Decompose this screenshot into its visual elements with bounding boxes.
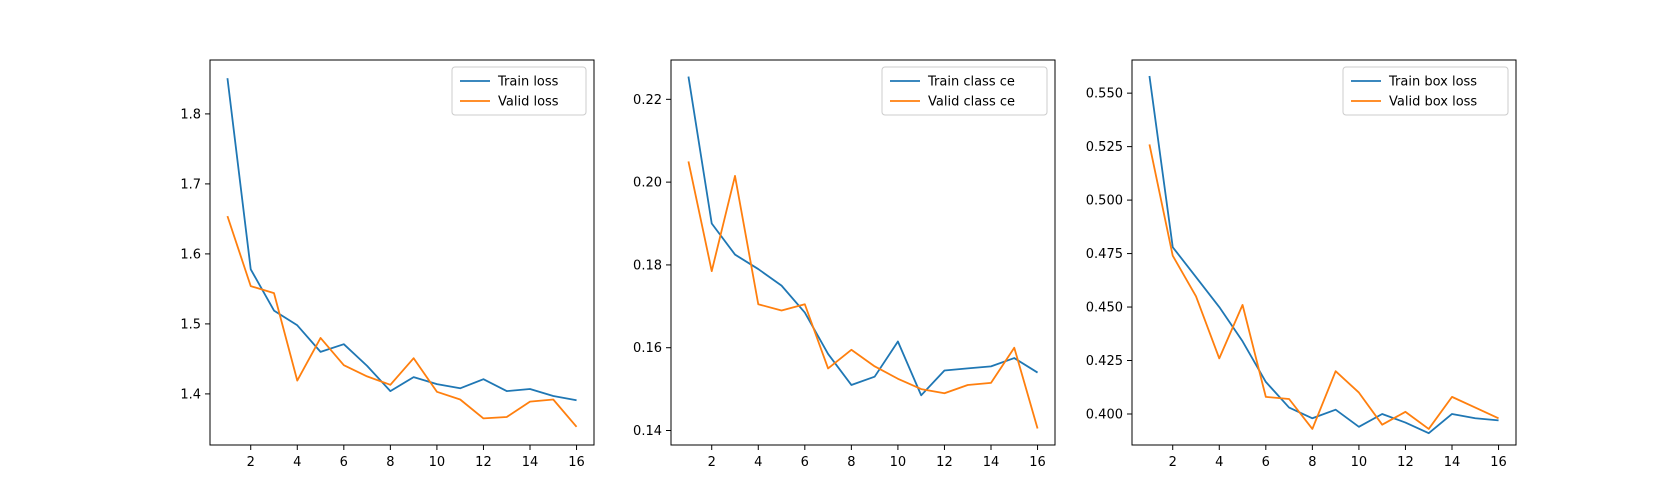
x-tick-label: 10 xyxy=(1351,455,1368,470)
y-tick-label: 0.475 xyxy=(1086,247,1123,262)
legend-box xyxy=(1342,66,1509,116)
legend-box xyxy=(451,66,587,116)
x-tick-label: 14 xyxy=(522,455,539,470)
y-tick-label: 1.7 xyxy=(180,177,201,192)
x-tick-label: 8 xyxy=(847,455,855,470)
x-tick-label: 8 xyxy=(1308,455,1316,470)
legend: Train box loss Valid box loss xyxy=(1342,66,1509,116)
legend-label: Train loss xyxy=(497,75,559,90)
axes-frame xyxy=(209,59,595,446)
x-tick-label: 16 xyxy=(568,455,585,470)
y-tick-label: 0.525 xyxy=(1086,140,1123,155)
chart-3: 2 4 6 8 10 12 14 16 0.400 0.425 0.450 0.475 0.500 0.5… xyxy=(1086,59,1517,470)
y-tick-label: 1.4 xyxy=(180,387,201,402)
y-tick-label: 0.450 xyxy=(1086,301,1123,316)
x-tick-label: 12 xyxy=(475,455,492,470)
series-line-2 xyxy=(1148,144,1499,430)
y-tick-label: 0.18 xyxy=(633,258,662,273)
y-tick-label: 0.400 xyxy=(1086,407,1123,422)
x-tick-label: 2 xyxy=(247,455,255,470)
x-tick-label: 14 xyxy=(983,455,1000,470)
x-tick-label: 6 xyxy=(801,455,809,470)
x-tick-label: 10 xyxy=(890,455,907,470)
chart-1: 2 4 6 8 10 12 14 16 1.4 1.5 1.6 1.7 1.8 Train loss Val… xyxy=(180,59,595,470)
y-tick-label: 0.14 xyxy=(633,424,662,439)
legend: Train class ce Valid class ce xyxy=(881,66,1048,116)
series-line-2 xyxy=(226,215,578,428)
x-tick-label: 4 xyxy=(1215,455,1223,470)
legend: Train loss Valid loss xyxy=(451,66,587,116)
x-tick-label: 16 xyxy=(1490,455,1507,470)
x-tick-label: 8 xyxy=(386,455,394,470)
axes-frame xyxy=(1131,59,1517,446)
x-tick-label: 4 xyxy=(293,455,301,470)
legend-label: Valid box loss xyxy=(1389,95,1477,110)
x-tick-label: 14 xyxy=(1444,455,1461,470)
series-line-2 xyxy=(687,161,1039,429)
x-tick-label: 10 xyxy=(429,455,446,470)
y-tick-label: 0.550 xyxy=(1086,87,1123,102)
y-tick-label: 0.500 xyxy=(1086,194,1123,209)
x-tick-label: 16 xyxy=(1029,455,1046,470)
legend-label: Valid class ce xyxy=(928,95,1015,110)
x-tick-label: 2 xyxy=(1169,455,1177,470)
y-tick-label: 0.20 xyxy=(633,176,662,191)
y-tick-label: 1.8 xyxy=(180,107,201,122)
y-tick-label: 0.425 xyxy=(1086,354,1123,369)
y-tick-label: 1.5 xyxy=(180,317,201,332)
chart-2: 2 4 6 8 10 12 14 16 0.14 0.16 0.18 0.20 0.22 Train cl… xyxy=(633,59,1056,470)
x-tick-label: 6 xyxy=(340,455,348,470)
y-tick-label: 1.6 xyxy=(180,247,201,262)
series-line-1 xyxy=(226,78,577,402)
legend-label: Train class ce xyxy=(927,75,1015,90)
axes-frame xyxy=(670,59,1056,446)
y-tick-label: 0.16 xyxy=(633,341,662,356)
x-tick-label: 2 xyxy=(708,455,716,470)
series-line-1 xyxy=(1148,75,1499,435)
y-tick-label: 0.22 xyxy=(633,93,662,108)
legend-box xyxy=(881,66,1048,116)
x-tick-label: 6 xyxy=(1262,455,1270,470)
legend-label: Valid loss xyxy=(498,95,559,110)
x-tick-label: 12 xyxy=(1397,455,1414,470)
x-tick-label: 4 xyxy=(754,455,762,470)
legend-label: Train box loss xyxy=(1388,75,1477,90)
x-tick-label: 12 xyxy=(936,455,953,470)
series-line-1 xyxy=(687,76,1039,397)
